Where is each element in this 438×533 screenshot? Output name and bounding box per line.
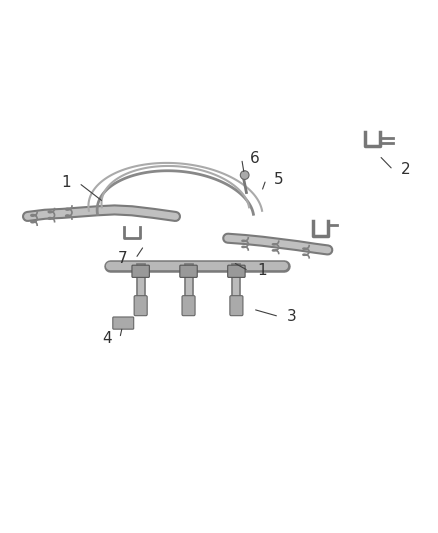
Text: 7: 7 xyxy=(117,251,127,266)
Text: 4: 4 xyxy=(102,331,112,346)
Text: 3: 3 xyxy=(287,309,297,324)
Text: 6: 6 xyxy=(250,151,260,166)
Text: 1: 1 xyxy=(61,175,71,190)
Circle shape xyxy=(240,171,249,180)
FancyBboxPatch shape xyxy=(113,317,134,329)
FancyBboxPatch shape xyxy=(134,296,147,316)
Text: 1: 1 xyxy=(257,263,266,278)
FancyBboxPatch shape xyxy=(230,296,243,316)
FancyBboxPatch shape xyxy=(132,265,149,277)
Text: 5: 5 xyxy=(274,172,284,187)
FancyBboxPatch shape xyxy=(182,296,195,316)
FancyBboxPatch shape xyxy=(228,265,245,277)
FancyBboxPatch shape xyxy=(180,265,197,277)
Text: 2: 2 xyxy=(401,163,411,177)
